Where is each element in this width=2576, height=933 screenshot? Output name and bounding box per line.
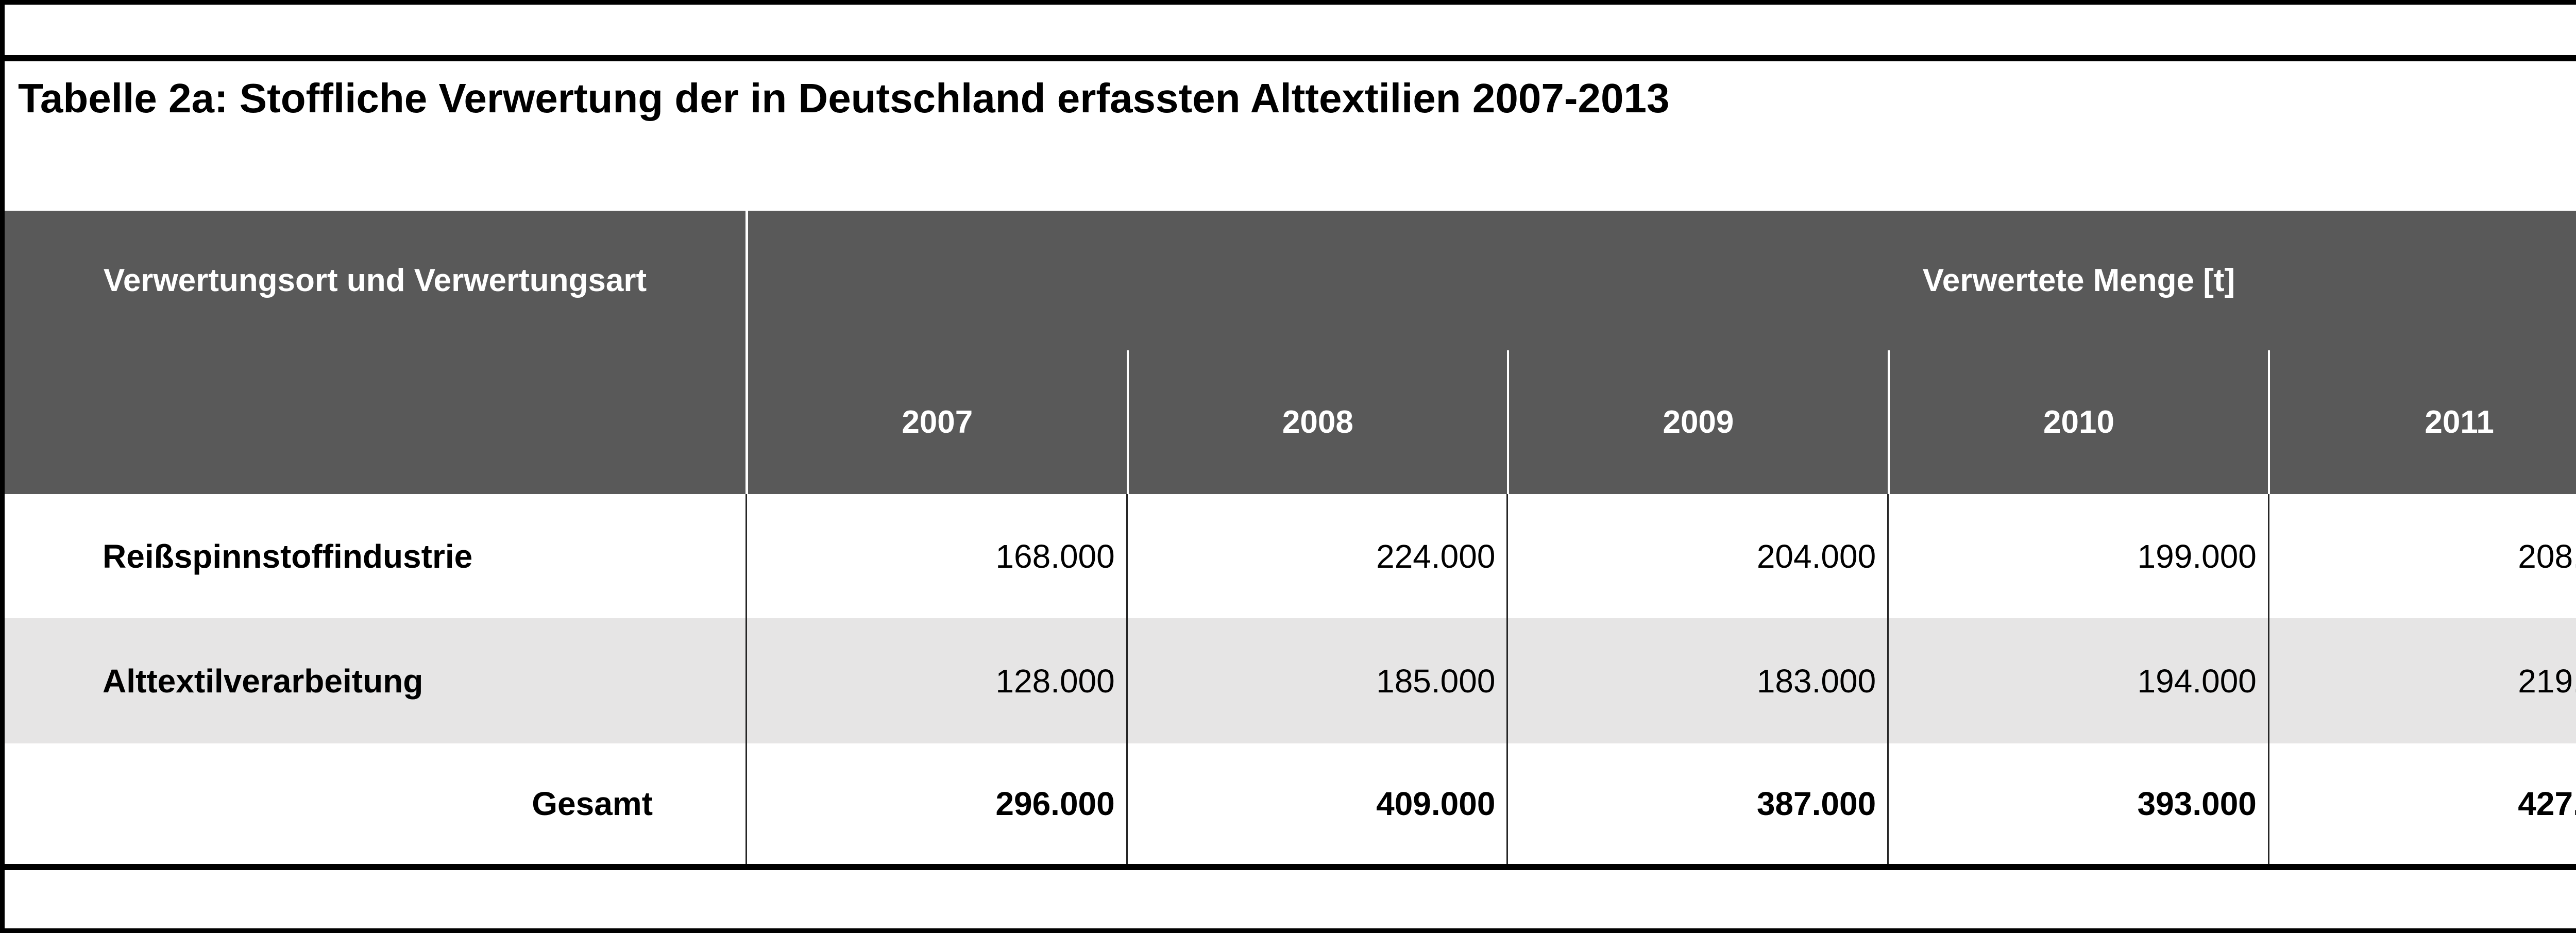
- table-row-alttextilverarbeitung: Alttextilverarbeitung 128.000 185.000 18…: [5, 618, 2576, 743]
- header-years-row: 2007 2008 2009 2010 2011 2012 2013: [748, 350, 2576, 494]
- row-label: Reißspinnstoffindustrie: [103, 537, 473, 575]
- table-row-gesamt: Gesamt 296.000 409.000 387.000 393.000 4…: [5, 743, 2576, 864]
- header-year-2011: 2011: [2268, 350, 2576, 494]
- cell-value: 199.000: [1887, 494, 2268, 618]
- footer-top-divider: [0, 864, 2576, 870]
- row-label: Alttextilverarbeitung: [103, 662, 423, 700]
- cell-value: 168.000: [745, 494, 1126, 618]
- header-year-2009: 2009: [1507, 350, 1888, 494]
- frame-border-bottom: [0, 928, 2576, 933]
- cell-value: 427.000: [2267, 743, 2576, 864]
- footer-row: Quelle: Umweltbundesamt, FKZ 3714 93 316…: [5, 870, 2576, 928]
- cell-value: 128.000: [745, 618, 1126, 743]
- table-title: Tabelle 2a: Stoffliche Verwertung der in…: [18, 75, 1670, 121]
- cell-value: 183.000: [1506, 618, 1887, 743]
- cell-value: 194.000: [1887, 618, 2268, 743]
- cell-value: 387.000: [1506, 743, 1887, 864]
- cell-value: 204.000: [1506, 494, 1887, 618]
- cell-value: 296.000: [745, 743, 1126, 864]
- cell-value: 185.000: [1126, 618, 1507, 743]
- header-year-2010: 2010: [1887, 350, 2268, 494]
- header-column-separator: [745, 211, 748, 494]
- frame-border-left: [0, 0, 5, 933]
- table-row-reissspinnstoffindustrie: Reißspinnstoffindustrie 168.000 224.000 …: [5, 494, 2576, 618]
- cell-value: 208.000: [2267, 494, 2576, 618]
- frame-border-top: [0, 0, 2576, 5]
- row-label: Gesamt: [532, 785, 653, 822]
- header-year-2008: 2008: [1126, 350, 1507, 494]
- title-top-divider: [0, 55, 2576, 61]
- table-body: Reißspinnstoffindustrie 168.000 224.000 …: [5, 494, 2576, 864]
- header-cell-verwertungsort: Verwertungsort und Verwertungsart: [103, 263, 647, 298]
- title-row: Tabelle 2a: Stoffliche Verwertung der in…: [5, 61, 2576, 211]
- cell-value: 409.000: [1126, 743, 1507, 864]
- cell-value: 393.000: [1887, 743, 2268, 864]
- header-cell-verwertete-menge: Verwertete Menge [t]: [1922, 263, 2235, 298]
- cell-value: 224.000: [1126, 494, 1507, 618]
- table-header: Verwertungsort und Verwertungsart Verwer…: [5, 211, 2576, 494]
- header-year-2007: 2007: [902, 404, 973, 440]
- cell-value: 219.000: [2267, 618, 2576, 743]
